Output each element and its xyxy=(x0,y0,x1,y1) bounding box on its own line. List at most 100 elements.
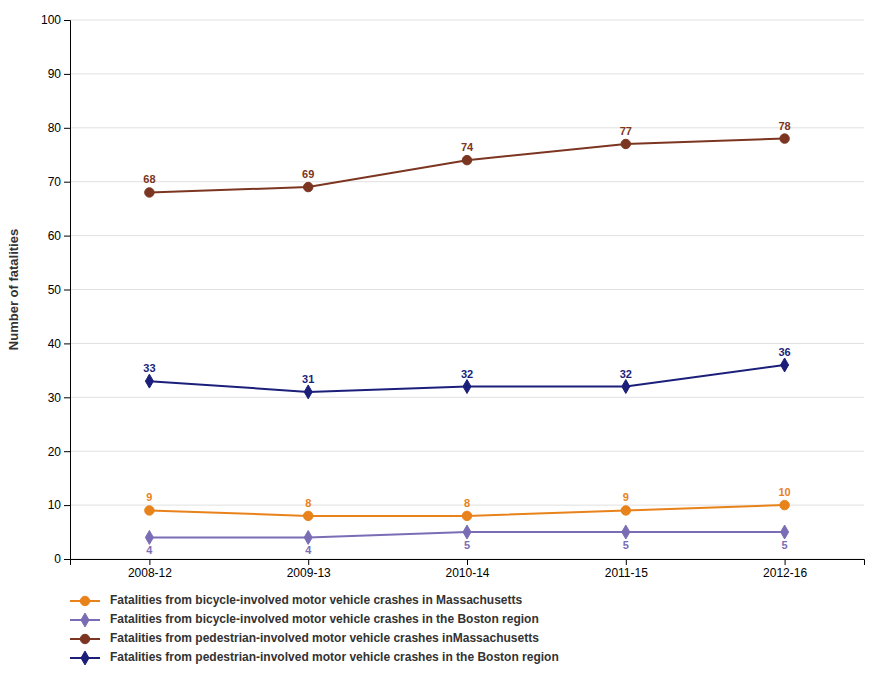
y-tick: 70 xyxy=(48,175,70,189)
point-marker xyxy=(304,530,312,544)
point-marker xyxy=(145,188,154,197)
point-marker xyxy=(463,525,471,539)
point-marker xyxy=(303,182,312,191)
point-marker xyxy=(781,525,789,539)
data-label: 8 xyxy=(305,497,311,509)
y-axis-line xyxy=(64,21,71,560)
x-tick-label: 2008-12 xyxy=(128,566,172,580)
plot-root: 01020304050607080901002008-122009-132010… xyxy=(6,13,865,665)
y-tick-label: 10 xyxy=(48,498,62,512)
legend-label: Fatalities from bicycle-involved motor v… xyxy=(110,612,539,626)
y-tick-mark xyxy=(64,290,70,291)
chart: 01020304050607080901002008-122009-132010… xyxy=(0,0,894,689)
y-tick-mark xyxy=(64,505,70,506)
data-label: 5 xyxy=(623,539,629,551)
point-marker xyxy=(462,155,471,164)
legend-swatch-marker xyxy=(80,596,89,605)
x-tick: 2009-13 xyxy=(287,559,331,580)
point-marker xyxy=(621,139,630,148)
y-tick: 60 xyxy=(48,229,70,243)
point-marker xyxy=(303,511,312,520)
grid-line xyxy=(70,289,864,290)
y-tick-label: 0 xyxy=(54,552,61,566)
x-tick-label: 2011-15 xyxy=(605,566,648,580)
x-tick: 2011-15 xyxy=(605,559,648,580)
data-label: 69 xyxy=(302,168,314,180)
x-tick-mark xyxy=(626,559,627,565)
data-label: 4 xyxy=(146,544,153,556)
x-tick-mark xyxy=(467,559,468,565)
data-labels: 9889104455568697477783331323236 xyxy=(143,120,790,557)
point-marker xyxy=(304,385,312,399)
x-tick-mark xyxy=(149,559,150,565)
data-label: 74 xyxy=(461,141,474,153)
y-tick: 100 xyxy=(41,13,70,27)
point-marker xyxy=(622,380,630,394)
y-tick-mark xyxy=(64,20,70,21)
x-tick-mark xyxy=(785,559,786,565)
data-label: 4 xyxy=(305,544,312,556)
point-marker xyxy=(145,530,153,544)
legend-item: Fatalities from bicycle-involved motor v… xyxy=(70,612,539,627)
grid-line xyxy=(70,235,864,236)
y-tick-mark xyxy=(64,182,70,183)
y-tick: 10 xyxy=(48,498,70,512)
legend-swatch-marker xyxy=(80,634,89,643)
legend-label: Fatalities from pedestrian-involved moto… xyxy=(110,650,559,664)
grid-line xyxy=(70,127,864,128)
data-label: 78 xyxy=(778,120,790,132)
y-tick: 30 xyxy=(48,391,70,405)
data-label: 36 xyxy=(778,346,790,358)
series-line xyxy=(149,139,784,193)
data-label: 5 xyxy=(782,539,788,551)
y-tick-label: 90 xyxy=(48,67,62,81)
data-label: 5 xyxy=(464,539,470,551)
y-tick-label: 30 xyxy=(48,391,62,405)
grid-line xyxy=(70,181,864,182)
data-label: 9 xyxy=(146,491,152,503)
legend-item: Fatalities from pedestrian-involved moto… xyxy=(70,650,559,665)
point-marker xyxy=(145,374,153,388)
marks xyxy=(145,134,790,545)
y-tick-mark xyxy=(64,451,70,452)
y-tick-mark xyxy=(64,128,70,129)
legend-item: Fatalities from bicycle-involved motor v… xyxy=(70,593,522,607)
y-tick-label: 50 xyxy=(48,283,62,297)
grid-line xyxy=(70,397,864,398)
y-tick: 80 xyxy=(48,121,70,135)
y-tick-label: 60 xyxy=(48,229,62,243)
y-tick-mark xyxy=(64,236,70,237)
y-tick: 40 xyxy=(48,337,70,351)
x-tick-mark xyxy=(308,559,309,565)
y-tick-label: 40 xyxy=(48,337,62,351)
x-tick: 2010-14 xyxy=(445,559,489,580)
y-axis-title: Number of fatalities xyxy=(6,229,21,350)
legend-swatch-marker xyxy=(81,651,89,665)
x-tick-label: 2012-16 xyxy=(763,566,807,580)
y-tick-mark xyxy=(64,559,70,560)
grid-line xyxy=(70,343,864,344)
point-marker xyxy=(781,358,789,372)
legend-swatch-marker xyxy=(81,613,89,627)
x-axis: 2008-12 2009-13 2010-14 2011-15 2012-16 xyxy=(71,559,865,580)
y-tick-label: 100 xyxy=(41,13,61,27)
x-tick-label: 2009-13 xyxy=(287,566,331,580)
y-tick: 50 xyxy=(48,283,70,297)
point-marker xyxy=(462,511,471,520)
y-tick-label: 70 xyxy=(48,175,62,189)
point-marker xyxy=(145,506,154,515)
y-axis: 0102030405060708090100 xyxy=(41,13,71,566)
grid-line xyxy=(70,20,864,21)
legend-item: Fatalities from pedestrian-involved moto… xyxy=(70,631,539,645)
x-axis-line xyxy=(71,560,865,566)
legend-label: Fatalities from pedestrian-involved moto… xyxy=(110,631,539,645)
y-tick-mark xyxy=(64,74,70,75)
x-tick-label: 2010-14 xyxy=(445,566,489,580)
y-tick-mark xyxy=(64,397,70,398)
x-tick: 2012-16 xyxy=(763,559,807,580)
y-tick: 0 xyxy=(54,552,70,566)
point-marker xyxy=(621,506,630,515)
data-label: 33 xyxy=(143,362,155,374)
data-label: 77 xyxy=(620,125,632,137)
point-marker xyxy=(780,134,789,143)
